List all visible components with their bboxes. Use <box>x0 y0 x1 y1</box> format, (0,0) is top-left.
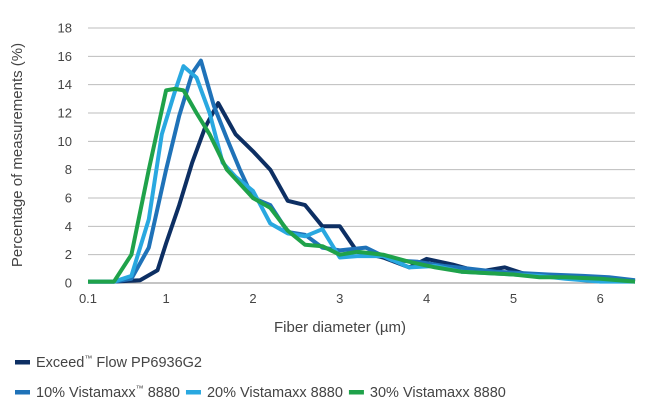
x-tick-label: 1 <box>163 291 170 306</box>
x-tick-label: 4 <box>423 291 430 306</box>
y-tick-label: 0 <box>65 276 72 291</box>
x-axis-title: Fiber diameter (µm) <box>274 319 406 336</box>
legend-entry: 30% Vistamaxx 8880 <box>370 385 506 401</box>
legend-entry: Exceed™ Flow PP6936G2 <box>36 354 202 371</box>
y-axis-ticks: 0 2 4 6 8 10 12 14 16 18 <box>58 21 72 291</box>
x-tick-label: 6 <box>597 291 604 306</box>
series-line-1 <box>88 101 636 284</box>
y-tick-label: 10 <box>58 134 72 149</box>
x-tick-label: 3 <box>336 291 343 306</box>
x-tick-label: 0.1 <box>79 291 97 306</box>
x-axis-ticks: 0.1 1 2 3 4 5 6 <box>79 291 604 306</box>
legend-entry: 10% Vistamaxx™ 8880 <box>36 384 180 401</box>
x-tick-label: 2 <box>249 291 256 306</box>
y-tick-label: 2 <box>65 247 72 262</box>
legend-swatch <box>348 390 364 395</box>
y-tick-label: 14 <box>58 77 72 92</box>
series-line-2 <box>88 58 636 284</box>
y-tick-label: 18 <box>58 21 72 36</box>
y-tick-label: 16 <box>58 49 72 64</box>
series-lines <box>88 58 636 284</box>
legend-swatch <box>15 390 30 395</box>
legend-swatch <box>185 390 201 395</box>
legend-swatch <box>15 360 30 365</box>
y-axis-title: Percentage of measurements (%) <box>9 43 26 267</box>
legend: Exceed™ Flow PP6936G2 10% Vistamaxx™ 8880… <box>15 354 506 401</box>
x-tick-label: 5 <box>510 291 517 306</box>
y-tick-label: 4 <box>65 219 72 234</box>
y-tick-label: 6 <box>65 191 72 206</box>
series-line-4 <box>88 86 636 284</box>
y-tick-label: 8 <box>65 162 72 177</box>
y-tick-label: 12 <box>58 106 72 121</box>
legend-entry: 20% Vistamaxx 8880 <box>207 385 343 401</box>
